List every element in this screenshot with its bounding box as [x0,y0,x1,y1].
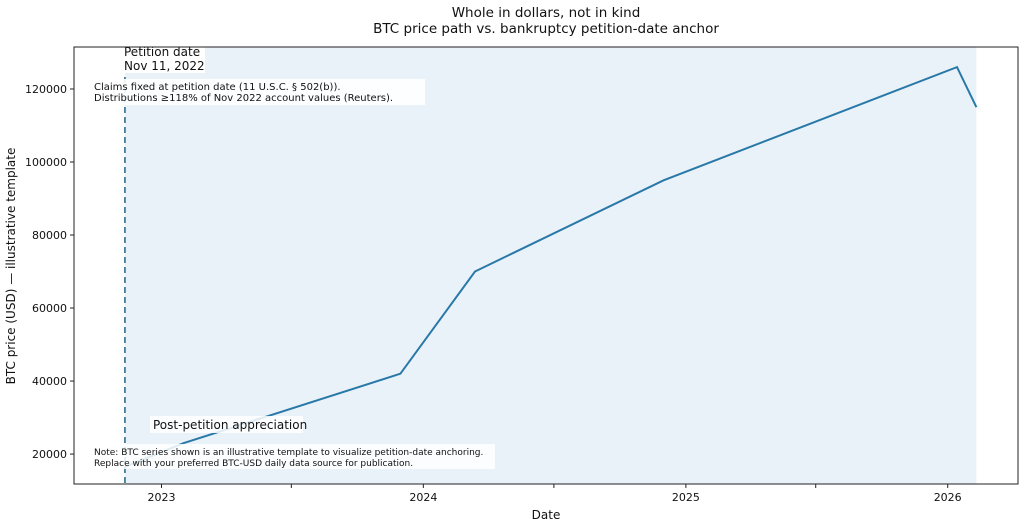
data-note-line2: Replace with your preferred BTC-USD dail… [94,459,413,469]
x-tick-label-4: 2025 [672,491,700,504]
appreciation-label: Post-petition appreciation [153,418,307,432]
data-note-bg [91,444,495,469]
y-tick-label-5: 120000 [25,83,67,96]
x-tick-label-6: 2026 [934,491,962,504]
chart-subtitle: BTC price path vs. bankruptcy petition-d… [373,21,719,37]
x-tick-label-2: 2024 [409,491,437,504]
y-tick-label-4: 100000 [25,156,67,169]
y-axis-label: BTC price (USD) — illustrative template [4,148,18,385]
y-tick-label-1: 40000 [32,375,67,388]
claims-note-bg [91,79,425,105]
petition-label-bg [121,43,205,73]
appreciation-label-bg [150,416,303,433]
post-petition-shaded-region [124,47,977,484]
petition-date-label: Petition date [124,45,200,59]
petition-date-value: Nov 11, 2022 [124,59,205,73]
plot-frame [73,46,1019,485]
x-tick-label-0: 2023 [148,491,176,504]
data-note-line1: Note: BTC series shown is an illustrativ… [94,448,483,458]
btc-price-line [124,65,978,468]
x-axis-label: Date [532,508,561,522]
claims-note-line2: Distributions ≥118% of Nov 2022 account … [94,93,393,104]
chart-title: Whole in dollars, not in kind [452,5,641,21]
y-tick-label-0: 20000 [32,448,67,461]
y-tick-label-3: 80000 [32,229,67,242]
y-tick-label-2: 60000 [32,302,67,315]
claims-note-line1: Claims fixed at petition date (11 U.S.C.… [94,82,341,93]
